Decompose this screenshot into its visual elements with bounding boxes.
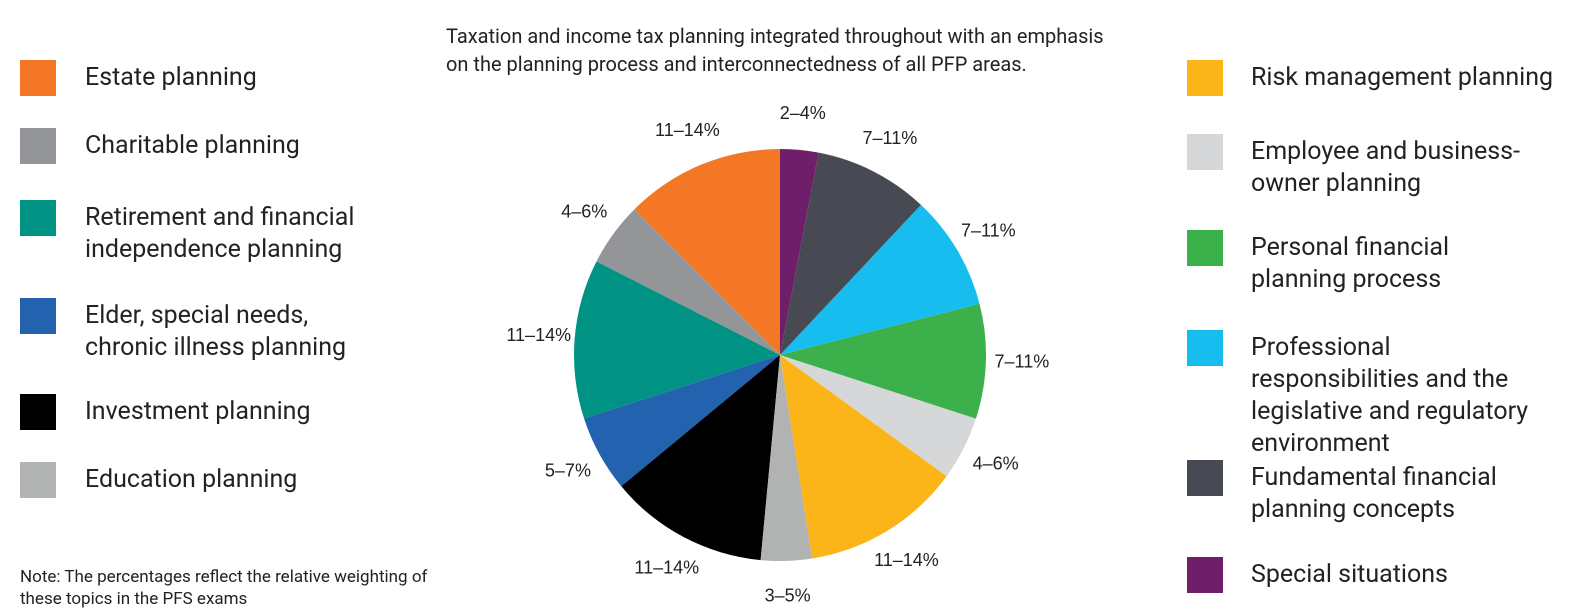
legend-item: Charitable planning — [20, 128, 415, 164]
slice-label: 11–14% — [874, 550, 939, 570]
legend-label: Education planning — [85, 465, 298, 494]
pie-slice — [780, 204, 980, 355]
legend-label: Estate planning — [85, 63, 257, 92]
legend-item: Risk management planning — [1187, 60, 1582, 96]
slice-label: 11–14% — [506, 325, 571, 345]
pie-slice — [596, 209, 780, 355]
legend-swatch — [20, 462, 56, 498]
pie-slice — [621, 355, 780, 561]
legend-swatch — [20, 128, 56, 164]
legend-label: Professional responsibilities and the le… — [1251, 333, 1529, 458]
pie-slice — [584, 355, 780, 487]
legend-item: Elder, special needs, chronic illness pl… — [20, 298, 385, 364]
legend-item: Professional responsibilities and the le… — [1187, 330, 1541, 460]
note: Note: The percentages reflect the relati… — [20, 567, 428, 609]
pie-slice — [780, 149, 819, 355]
legend-swatch — [1187, 134, 1223, 170]
legend-item: Retirement and financial independence pl… — [20, 200, 385, 266]
pie-slice — [780, 355, 947, 559]
legend-swatch — [20, 200, 56, 236]
slice-label: 7–11% — [995, 351, 1050, 371]
legend-label: Investment planning — [85, 397, 311, 426]
slice-label: 11–14% — [634, 558, 699, 578]
slice-label: 7–11% — [863, 128, 918, 148]
legend-swatch — [1187, 60, 1223, 96]
legend-item: Fundamental financial planning concepts — [1187, 460, 1541, 526]
legend-item: Personal financial planning process — [1187, 230, 1541, 296]
legend-swatch — [1187, 460, 1223, 496]
legend-label: Charitable planning — [85, 131, 300, 160]
legend-swatch — [20, 298, 56, 334]
slice-label: 7–11% — [961, 221, 1016, 241]
legend-swatch — [1187, 557, 1223, 593]
legend-label: Personal financial planning process — [1251, 233, 1450, 294]
pie-slice — [780, 355, 976, 477]
legend-label: Risk management planning — [1251, 63, 1554, 92]
slice-label: 5–7% — [545, 460, 591, 480]
legend-swatch — [1187, 230, 1223, 266]
slice-label: 4–6% — [561, 202, 607, 222]
slice-label: 2–4% — [780, 103, 826, 123]
legend-label: Retirement and financial independence pl… — [85, 203, 355, 264]
pie-slice — [780, 303, 986, 419]
legend-label: Special situations — [1251, 560, 1448, 589]
legend-label: Fundamental financial planning concepts — [1251, 463, 1497, 524]
legend-item: Investment planning — [20, 394, 415, 430]
legend-item: Special situations — [1187, 557, 1551, 593]
chart-title: Taxation and income tax planning integra… — [446, 24, 1104, 76]
pie-slice — [780, 152, 922, 355]
slice-label: 11–14% — [655, 120, 720, 140]
legend-item: Employee and business-owner planning — [1187, 134, 1541, 200]
slice-label: 3–5% — [765, 586, 811, 606]
legend-item: Estate planning — [20, 60, 415, 96]
legend-label: Employee and business-owner planning — [1251, 137, 1520, 198]
legend-swatch — [20, 394, 56, 430]
legend-swatch — [20, 60, 56, 96]
legend-label: Elder, special needs, chronic illness pl… — [85, 301, 347, 362]
pie-slice — [634, 149, 780, 355]
slice-label: 4–6% — [973, 454, 1019, 474]
pie-slice — [760, 355, 813, 561]
pie-slice — [574, 261, 780, 419]
legend-swatch — [1187, 330, 1223, 366]
legend-item: Education planning — [20, 462, 415, 498]
